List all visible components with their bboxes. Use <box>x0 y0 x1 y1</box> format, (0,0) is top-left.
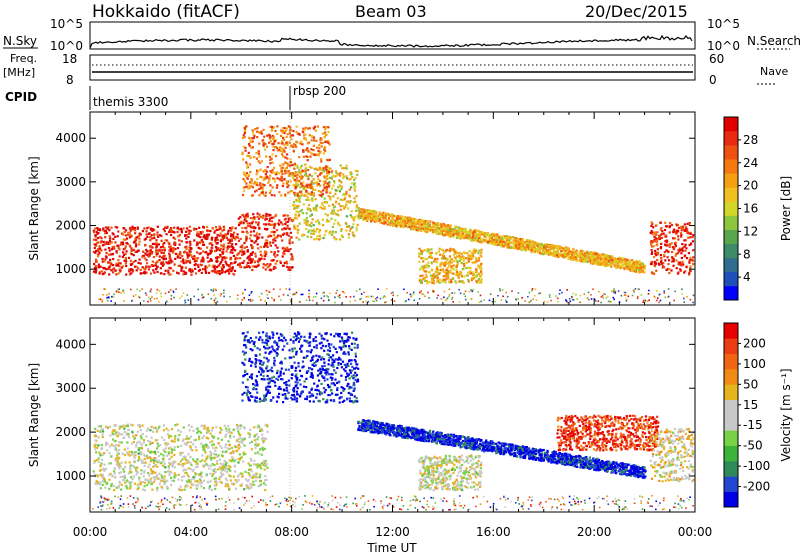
velocity-panel-colorbar-label: Velocity [m s⁻¹] <box>779 368 793 461</box>
velocity-panel-colorbar-tick: 50 <box>743 377 758 391</box>
nsky-frame <box>89 21 696 50</box>
power-panel-colorbar-tick: 24 <box>743 156 758 170</box>
nave-tick-top: 60 <box>709 52 724 66</box>
cpid-segment-1: themis 3300 <box>93 95 168 109</box>
power-panel-colorbar: 4 8 12 16 20 24 28 Power [dB] <box>723 116 793 301</box>
freq-tick-top: 18 <box>62 52 77 66</box>
cpid-label: CPID <box>5 90 37 104</box>
velocity-panel-colorbar-tick: 15 <box>743 398 758 412</box>
velocity-panel-colorbar-tick: -200 <box>743 480 770 494</box>
velocity-panel-ytick-label: 1000 <box>55 469 86 483</box>
x-tick-label: 20:00 <box>577 525 612 539</box>
velocity-panel-colorbar: 200 100 50 15 -15 -50 -100 -200 Velocity [m s⁻¹] <box>723 322 793 508</box>
power-panel-colorbar-tick: 16 <box>743 202 758 216</box>
power-panel-colorbar-tick: 12 <box>743 224 758 238</box>
nsearch-tick-top: 10^5 <box>707 17 740 31</box>
power-panel-region-7 <box>649 221 695 276</box>
freq-tick-bottom: 8 <box>66 73 74 87</box>
freq-frame <box>89 54 696 81</box>
nsearch-label: N.Search <box>747 34 800 48</box>
velocity-panel-colorbar-tick: -100 <box>743 459 770 473</box>
x-tick-label: 08:00 <box>274 525 309 539</box>
velocity-panel-ylabel: Slant Range [km] <box>27 363 41 467</box>
date-title: 20/Dec/2015 <box>585 2 688 21</box>
freq-label: Freq. <box>10 52 37 65</box>
velocity-panel-colorbar-tick: 100 <box>743 357 766 371</box>
velocity-panel-region-5 <box>417 454 483 492</box>
power-panel-region-1 <box>92 225 238 276</box>
velocity-panel-ytick-label: 3000 <box>55 381 86 395</box>
power-panel-ytick-label: 4000 <box>55 131 86 145</box>
x-tick-label: 16:00 <box>476 525 511 539</box>
power-panel-colorbar-tick: 8 <box>743 247 751 261</box>
station-title: Hokkaido (fitACF) <box>92 2 240 22</box>
velocity-panel-ytick-label: 2000 <box>55 425 86 439</box>
nave-label: Nave <box>760 65 788 78</box>
power-panel-ytick-label: 2000 <box>55 219 86 233</box>
power-panel-frame <box>89 111 696 306</box>
x-tick-label: 04:00 <box>174 525 209 539</box>
velocity-panel-region-6 <box>649 427 695 483</box>
velocity-panel-region-3 <box>357 419 647 480</box>
velocity-panel-region-1 <box>92 423 269 492</box>
velocity-panel-frame <box>89 317 696 513</box>
power-panel-region-6 <box>418 247 483 285</box>
nsky-tick-bottom: 10^0 <box>50 39 83 53</box>
power-panel-ytick-label: 1000 <box>55 262 86 276</box>
x-tick-label: 00:00 <box>73 525 108 539</box>
nsky-tick-top: 10^5 <box>50 17 83 31</box>
x-tick-label: 00:00 <box>678 525 713 539</box>
power-panel-near-range-scatter <box>98 288 695 304</box>
power-panel-ylabel: Slant Range [km] <box>27 156 41 260</box>
x-tick-label: 12:00 <box>375 525 410 539</box>
nsky-trace <box>89 34 693 49</box>
power-panel-colorbar-label: Power [dB] <box>779 176 793 241</box>
velocity-panel-near-range-scatter <box>92 495 694 511</box>
velocity-panel-region-4 <box>556 414 660 452</box>
power-panel-colorbar-tick: 20 <box>743 179 758 193</box>
power-panel-region-5 <box>357 206 646 274</box>
power-panel-region-3 <box>291 164 359 241</box>
power-panel-ytick-label: 3000 <box>55 175 86 189</box>
freq-unit: [MHz] <box>3 66 35 79</box>
velocity-panel-ytick-label: 4000 <box>55 337 86 351</box>
velocity-panel-region-2 <box>241 331 360 404</box>
nsky-label: N.Sky <box>3 34 37 48</box>
beam-title: Beam 03 <box>355 2 427 21</box>
nsearch-tick-bottom: 10^0 <box>707 39 740 53</box>
cpid-segment-2: rbsp 200 <box>293 84 346 98</box>
power-panel-region-2 <box>236 212 294 272</box>
velocity-panel-colorbar-tick: -15 <box>743 418 763 432</box>
nave-tick-bottom: 0 <box>709 73 717 87</box>
velocity-panel-colorbar-tick: 200 <box>743 336 766 350</box>
power-panel: 1000 2000 3000 4000 Slant Range [km] 4 8 12 16 20… <box>27 111 793 306</box>
power-panel-colorbar-tick: 28 <box>743 133 758 147</box>
x-axis-ticks: 00:00 04:00 08:00 12:00 16:00 20:00 00:00 <box>73 525 713 539</box>
x-axis-label: Time UT <box>366 541 417 554</box>
nsky-series <box>89 34 693 49</box>
power-panel-colorbar-tick: 4 <box>743 270 751 284</box>
velocity-panel: 1000 2000 3000 4000 Slant Range [km] 200 100 50… <box>27 317 793 513</box>
velocity-panel-colorbar-tick: -50 <box>743 439 763 453</box>
